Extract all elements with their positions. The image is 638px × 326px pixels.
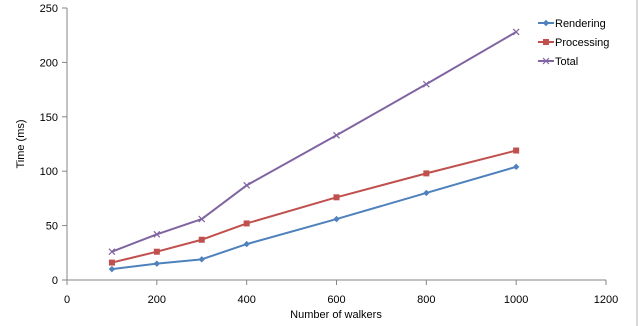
legend-label: Total xyxy=(555,56,578,68)
x-tick-label: 200 xyxy=(148,294,166,306)
series-line xyxy=(111,149,517,264)
legend-item-processing: Processing xyxy=(538,37,609,49)
data-point xyxy=(512,28,520,36)
data-point xyxy=(243,181,251,189)
y-axis-title: Time (ms) xyxy=(15,119,27,168)
data-point xyxy=(108,265,116,273)
data-point xyxy=(513,147,520,154)
x-tick-label: 600 xyxy=(327,294,345,306)
data-point xyxy=(422,80,430,88)
data-point xyxy=(243,220,250,227)
legend: Rendering Processing Total xyxy=(538,18,609,68)
y-tick-label: 0 xyxy=(52,275,58,287)
series-line xyxy=(111,165,517,271)
y-tick-label: 100 xyxy=(40,166,58,178)
series-layer xyxy=(108,28,520,273)
legend-label: Rendering xyxy=(555,18,606,30)
legend-label: Processing xyxy=(555,37,609,49)
data-point xyxy=(153,248,160,255)
x-tick-label: 800 xyxy=(417,294,435,306)
y-tick-label: 150 xyxy=(40,112,58,124)
plot-frame xyxy=(66,8,606,281)
data-point xyxy=(153,260,161,267)
series-line xyxy=(111,31,517,253)
data-point xyxy=(198,256,205,263)
y-axis-ticks: 0 50 100 150 200 250 xyxy=(40,3,67,287)
data-point xyxy=(333,131,340,139)
x-tick-label: 400 xyxy=(237,294,255,306)
legend-marker xyxy=(543,39,549,45)
series-total xyxy=(108,28,520,256)
series-rendering xyxy=(108,163,520,273)
data-point xyxy=(333,194,340,201)
data-point xyxy=(423,170,430,177)
data-point xyxy=(153,230,161,238)
y-tick-label: 200 xyxy=(40,57,58,69)
right-border xyxy=(636,0,638,326)
x-tick-label: 1000 xyxy=(504,294,528,306)
data-point xyxy=(243,240,250,248)
y-tick-label: 50 xyxy=(46,221,58,233)
legend-item-rendering: Rendering xyxy=(538,18,606,30)
data-point xyxy=(512,163,520,171)
x-axis-ticks: 0 200 400 600 800 1000 1200 xyxy=(64,280,618,306)
data-point xyxy=(333,215,340,223)
legend-marker xyxy=(542,57,550,65)
x-axis-title: Number of walkers xyxy=(290,309,382,321)
legend-item-total: Total xyxy=(538,56,578,68)
data-point xyxy=(198,236,205,243)
y-tick-label: 250 xyxy=(40,3,58,15)
data-point xyxy=(423,189,430,197)
series-processing xyxy=(108,147,520,266)
data-point xyxy=(198,215,206,223)
legend-marker xyxy=(542,19,550,27)
data-point xyxy=(108,259,115,266)
x-tick-label: 0 xyxy=(64,294,70,306)
x-tick-label: 1200 xyxy=(594,294,618,306)
data-point xyxy=(108,248,116,256)
